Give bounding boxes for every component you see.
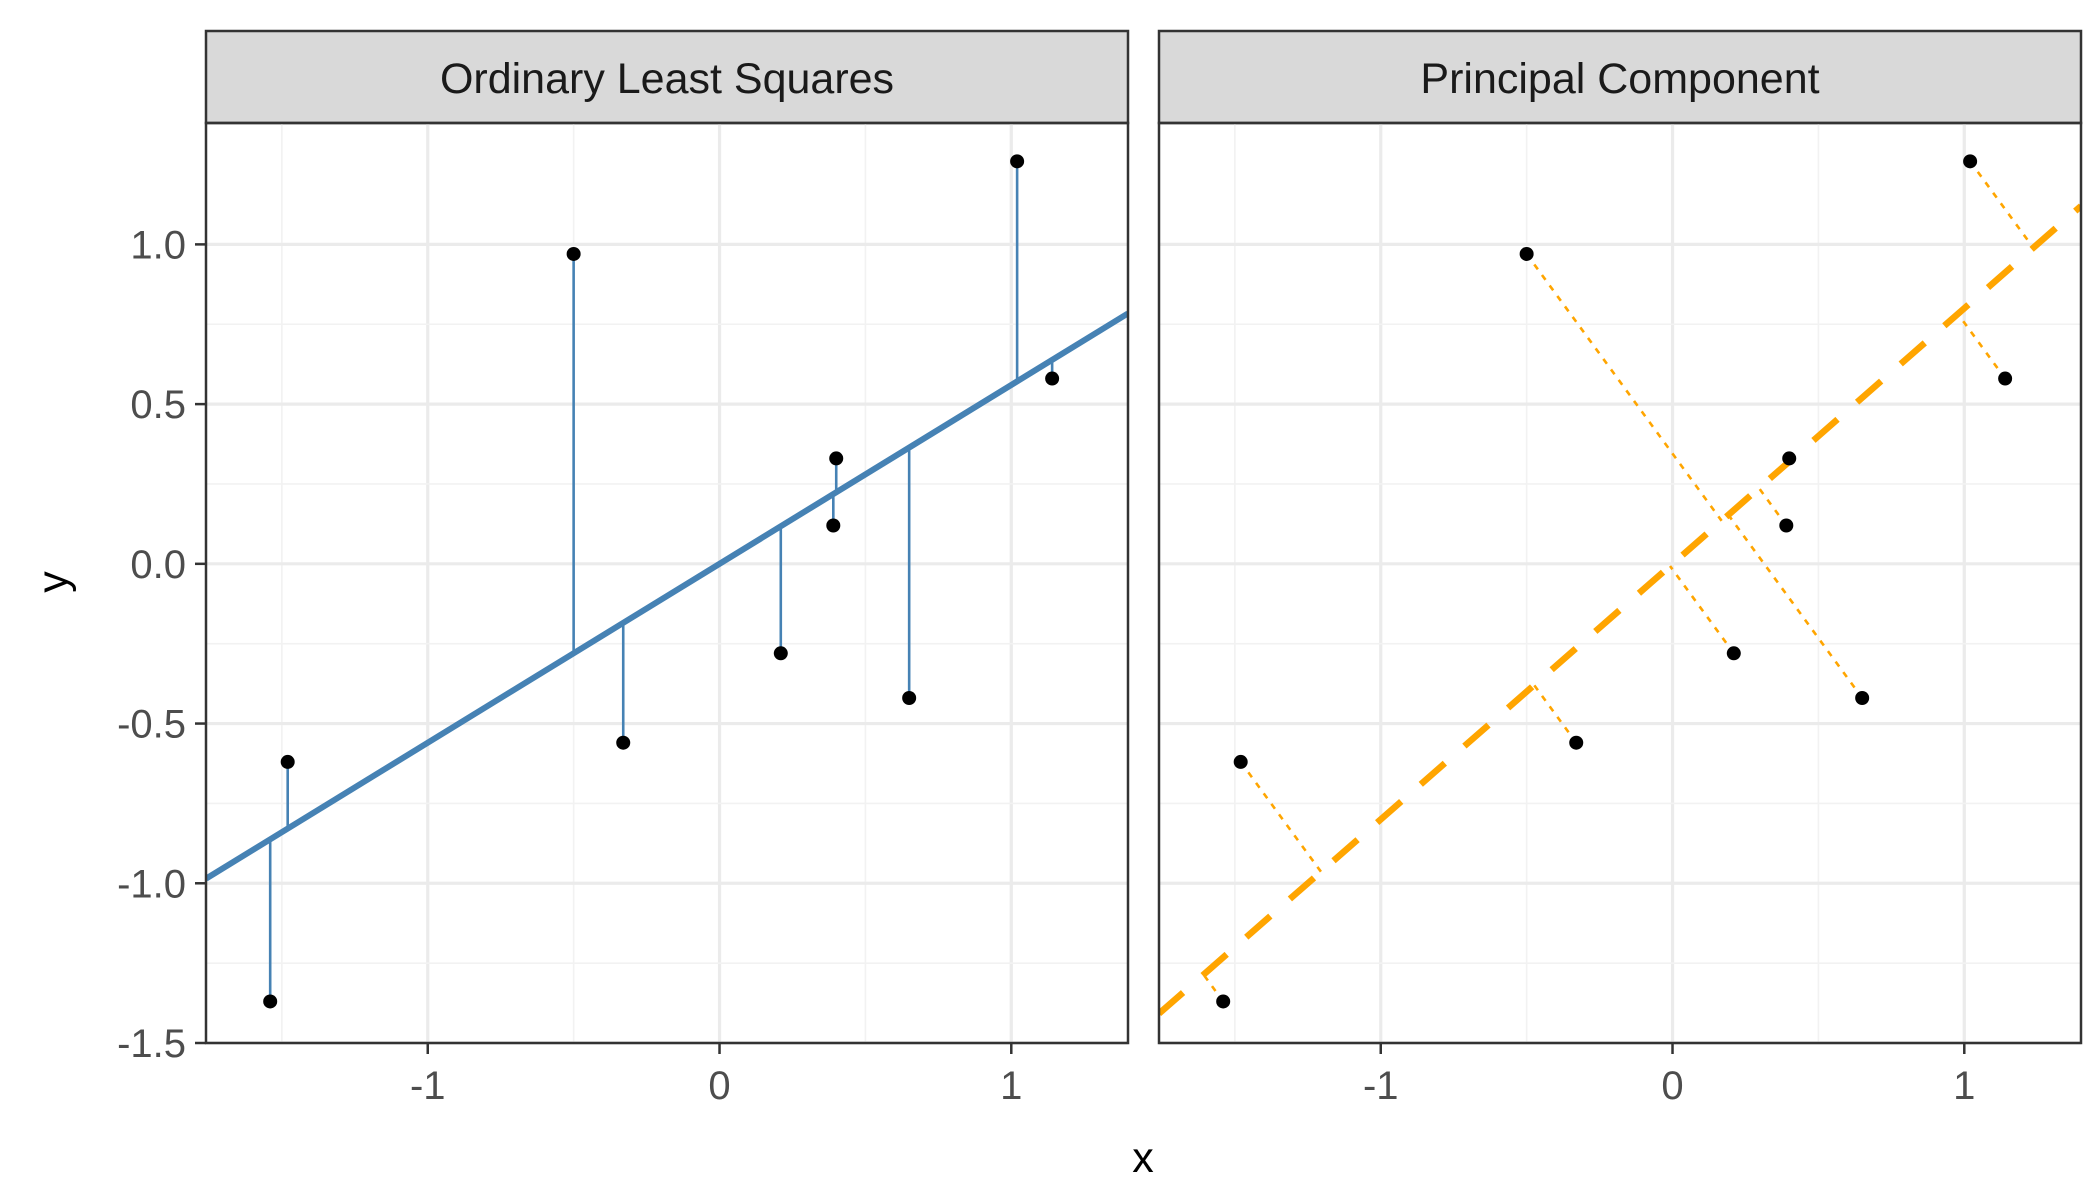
y-axis-ticks: -1.5 -1.0 -0.5 0.0 0.5 1.0 — [117, 223, 206, 1066]
x-tick-label: -1 — [1363, 1064, 1399, 1108]
data-point — [1726, 646, 1741, 661]
data-point — [1998, 371, 2013, 386]
residuals-ols — [268, 161, 1054, 1002]
y-tick-label: -1.5 — [117, 1022, 186, 1066]
panel-ordinary-least-squares: Ordinary Least Squares -1 0 1 — [204, 29, 1130, 1108]
data-point — [826, 518, 841, 533]
data-point — [280, 754, 295, 769]
data-point — [1782, 451, 1797, 466]
x-axis-ticks-pca: -1 0 1 — [1363, 1043, 1975, 1108]
y-tick-label: 0.0 — [130, 543, 186, 587]
data-point — [616, 735, 631, 750]
panel-title-pca: Principal Component — [1420, 55, 1819, 103]
data-point — [1216, 994, 1231, 1009]
points-pca — [1216, 154, 2013, 1009]
y-tick-label: 0.5 — [130, 383, 186, 427]
panel-border-pca — [1157, 121, 2083, 1045]
data-point — [263, 994, 278, 1009]
residual-segment — [1956, 313, 2007, 380]
fit-line-pca — [1159, 203, 2081, 1017]
data-point — [1569, 735, 1584, 750]
strip-background-pca — [1157, 29, 2083, 125]
data-point — [1010, 154, 1025, 169]
data-point — [1779, 518, 1794, 533]
grid-pca — [1159, 123, 2081, 1045]
x-tick-label: 1 — [1000, 1064, 1022, 1108]
panel-title-ols: Ordinary Least Squares — [440, 55, 894, 103]
data-point — [1233, 754, 1248, 769]
x-tick-label: 0 — [1661, 1064, 1683, 1108]
residual-segment — [1727, 514, 1864, 699]
data-point — [773, 646, 788, 661]
data-point — [1519, 246, 1534, 261]
y-tick-label: -1.0 — [117, 862, 186, 906]
residuals-pca — [1202, 160, 2035, 1003]
y-tick-label: 1.0 — [130, 223, 186, 267]
residual-segment — [1969, 160, 2035, 249]
strip-background-ols — [204, 29, 1130, 125]
y-tick-label: -0.5 — [117, 703, 186, 747]
x-axis-ticks-ols: -1 0 1 — [410, 1043, 1022, 1108]
data-point — [1855, 691, 1870, 705]
fit-line-ols — [206, 310, 1128, 882]
x-tick-label: 1 — [1953, 1064, 1975, 1108]
data-point — [902, 691, 917, 705]
x-axis-title: x — [1132, 1134, 1154, 1180]
data-point — [1963, 154, 1978, 169]
residual-segment — [1239, 761, 1323, 873]
x-tick-label: -1 — [410, 1064, 446, 1108]
panel-principal-component: Principal Component -1 0 1 — [1157, 29, 2083, 1108]
panel-border-ols — [204, 121, 1130, 1045]
residual-segment — [1668, 565, 1735, 655]
y-axis-title: y — [29, 571, 77, 593]
residual-segment — [1533, 684, 1578, 744]
data-point — [829, 451, 844, 466]
data-point — [1045, 371, 1060, 386]
data-point — [566, 246, 581, 261]
grid-ols — [206, 123, 1128, 1045]
residual-segment — [1525, 253, 1723, 522]
x-tick-label: 0 — [708, 1064, 730, 1108]
points-ols — [263, 154, 1060, 1009]
